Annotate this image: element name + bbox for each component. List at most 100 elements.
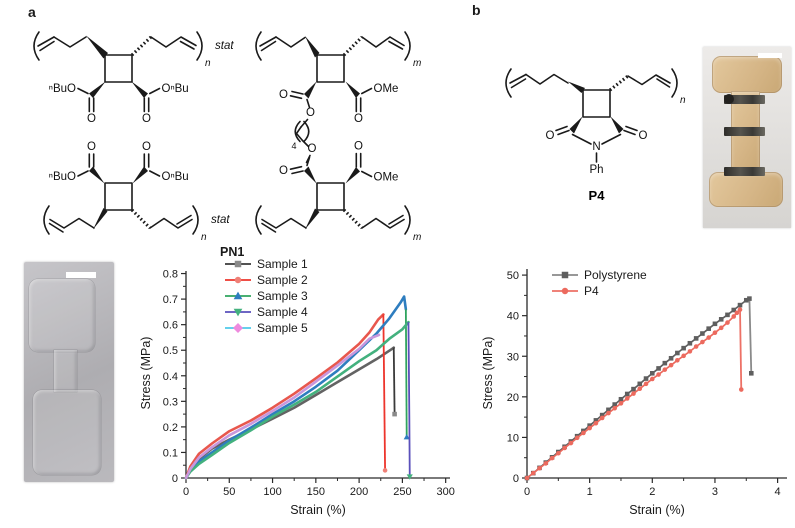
carbonyl-o-label: O [142,113,151,125]
onbu-label: OⁿBu [162,83,189,95]
data-marker [233,323,243,333]
legend-key [225,308,251,317]
data-marker [748,370,754,376]
y-tick-label: 0.2 [163,422,178,434]
data-marker [537,465,542,471]
data-marker [712,321,718,327]
pn1-chemical-structure-drawing: n stat O ⁿBuO O OⁿBu m [33,31,421,243]
series-line-3 [184,320,410,480]
butylene-tether: 4 O [292,118,317,164]
data-marker [718,317,724,322]
legend-item: Polystyrene [552,267,647,283]
panel-b-label: b [472,2,481,18]
data-marker [738,387,744,392]
pn1-unit-bottom-left: O ⁿBuO O OⁿBu n stat [43,141,230,243]
x-tick-label: 100 [263,486,281,498]
legend-label: Sample 3 [257,289,308,303]
nbuo-label: ⁿBuO [49,83,76,95]
p4-specimen-photo [703,47,791,228]
carbonyl-o-label: O [639,130,648,142]
data-marker [731,314,737,319]
data-marker [637,381,643,387]
x-tick-label: 250 [393,486,411,498]
y-tick-label: 50 [507,270,519,282]
gauge-mark-band [724,167,765,176]
scale-bar [758,53,782,58]
legend-item: Sample 5 [225,320,308,336]
data-marker [233,308,243,317]
y-tick-label: 10 [507,432,519,444]
chart-legend: Polystyrene P4 [552,267,647,299]
dogbone-bottom-tab [709,172,783,207]
data-marker [599,415,605,421]
carbonyl-o-label: O [279,165,288,177]
carbonyl-o-label: O [87,141,96,153]
series-break-line-0 [392,347,396,415]
dogbone-neck [54,350,77,392]
data-marker [725,312,730,318]
ome-label: OMe [374,83,399,95]
legend-label: Sample 5 [257,321,308,335]
ome-label: OMe [374,172,399,184]
data-marker [706,326,711,331]
data-marker [700,331,705,336]
carbonyl-o-label: O [354,141,363,153]
data-marker [562,445,567,451]
data-marker [637,386,643,392]
pn1-stress-strain-chart: PN1 0 0.1 0.2 0.3 0.4 0.5 0.6 0.7 0.8 0 50 100 150 20… [139,245,460,528]
x-axis-label: Strain (%) [290,503,346,517]
y-tick-label: 0.5 [163,345,178,357]
legend-item: Sample 2 [225,272,308,288]
subscript-m: m [413,232,421,243]
x-tick-label: 200 [350,486,368,498]
stat-label: stat [215,40,234,52]
carbonyl-o-label: O [279,89,288,101]
data-marker [693,344,699,349]
data-marker [233,291,243,300]
scale-bar [66,272,96,278]
y-tick-label: 30 [507,351,519,363]
series-break-line-1 [739,309,743,390]
gauge-mark-band [724,95,765,104]
series-break-line-0 [748,298,753,374]
data-marker [530,470,536,476]
x-tick-label: 0 [524,486,530,498]
x-tick-label: 1 [587,486,593,498]
legend-item: Sample 3 [225,288,308,304]
data-marker [687,349,693,354]
data-marker [234,260,242,268]
x-axis-label: Strain (%) [629,503,685,517]
data-marker [382,468,388,473]
x-tick-label: 300 [436,486,454,498]
panel-a-label: a [28,4,36,20]
data-marker [618,396,624,402]
subscript-m: m [413,58,421,69]
data-marker [681,345,686,351]
p4-stress-strain-chart: 0 10 20 30 40 50 0 1 2 3 4 Polystyrene P4 Stress (M… [480,245,795,528]
data-marker [543,461,549,466]
subscript-n: n [205,58,211,69]
y-tick-label: 0.3 [163,396,178,408]
series-line-2 [184,295,408,480]
y-tick-label: 20 [507,392,519,404]
data-marker [612,402,618,407]
data-marker [406,474,413,480]
pn1-unit-bottom-right: O O OMe m [255,141,421,243]
gauge-mark-band [724,127,765,136]
y-tick-label: 40 [507,311,519,323]
data-marker [556,450,561,456]
y-tick-label: 0.8 [163,269,178,281]
carbonyl-o-label: O [142,141,151,153]
data-marker [581,430,586,436]
data-marker [718,325,724,331]
data-marker [561,271,569,279]
data-marker [612,405,618,411]
pn1-unit-top-right: m O O O OMe [255,31,421,125]
carbonyl-o-label: O [87,113,96,125]
legend-item: Sample 1 [225,256,308,272]
legend-label: Polystyrene [584,268,647,282]
data-marker [561,287,569,295]
data-marker [687,340,693,346]
phenyl-label: Ph [589,164,603,176]
